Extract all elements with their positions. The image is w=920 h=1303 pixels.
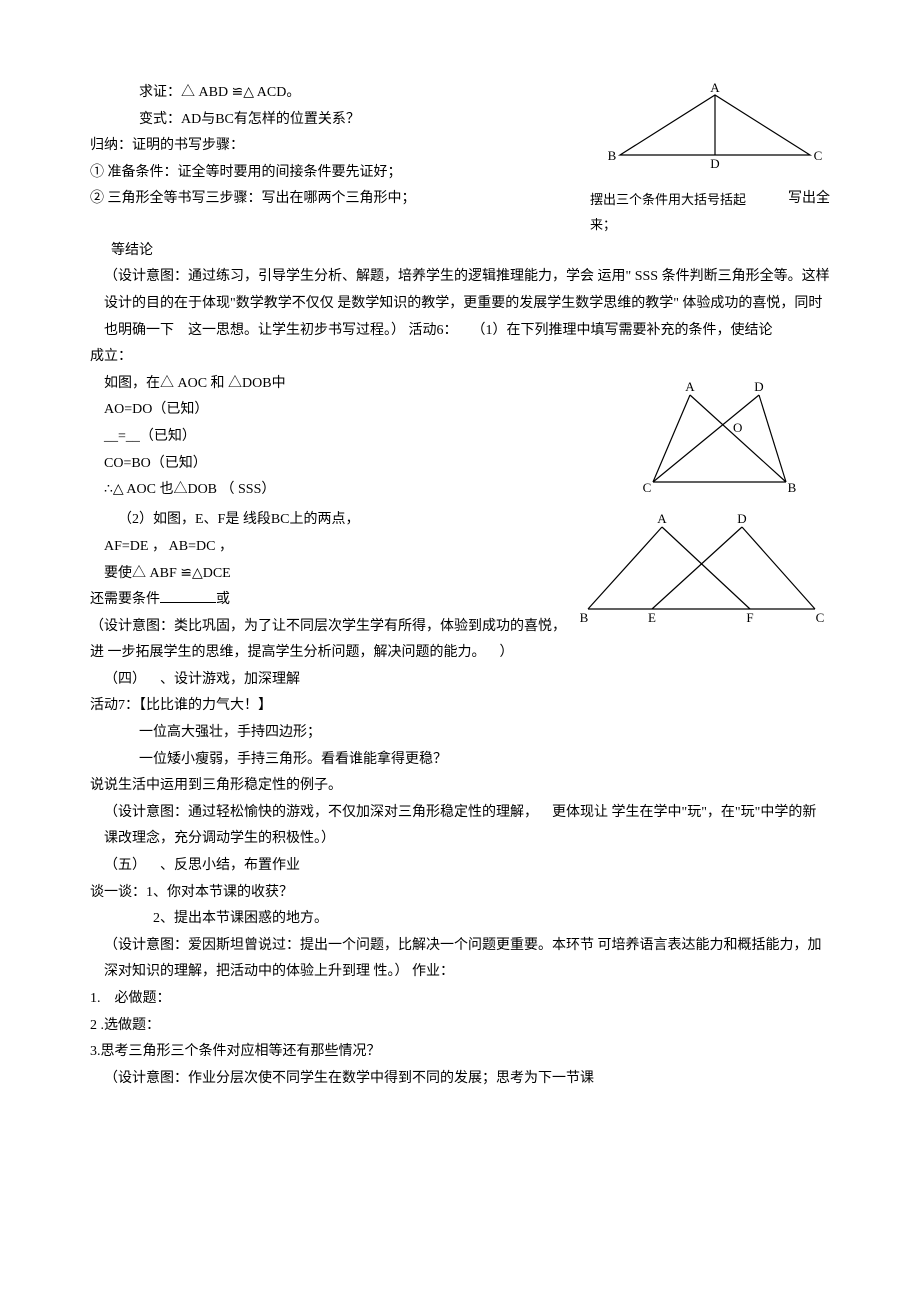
label-a: A: [710, 80, 720, 95]
need-suffix: 或: [216, 592, 230, 607]
label-c: C: [643, 480, 652, 495]
chengli: 成立：: [90, 344, 830, 371]
life-examples: 说说生活中运用到三角形稳定性的例子。: [90, 773, 830, 800]
section-five: （五） 、反思小结，布置作业: [90, 853, 830, 880]
aoc-given-1: AO=DO（已知）: [90, 397, 620, 424]
label-c: C: [814, 148, 823, 163]
part2-header: （2）如图，E、F是 线段BC上的两点，: [90, 507, 570, 534]
summary-heading: 归纳：证明的书写步骤：: [90, 133, 600, 160]
variant-line: 变式：AD与BC有怎样的位置关系？: [90, 107, 600, 134]
blank-input[interactable]: [160, 588, 216, 603]
figure-aoc-dob: A D O C B: [620, 371, 830, 508]
part2-need: 还需要条件 或: [90, 587, 570, 614]
part2-given: AF=DE ， AB=DC ，: [90, 534, 570, 561]
label-d: D: [754, 379, 763, 394]
design-intent-1: （设计意图：通过练习，引导学生分析、解题，培养学生的逻辑推理能力，学会 运用" …: [90, 264, 830, 344]
talk-1: 谈一谈：1、你对本节课的收获？: [90, 880, 830, 907]
label-b: B: [608, 148, 617, 163]
game-line-2: 一位矮小瘦弱，手持三角形。看看谁能拿得更稳？: [90, 747, 830, 774]
step-2c: 写出全: [770, 186, 830, 213]
label-a: A: [657, 511, 667, 526]
design-intent-2: （设计意图：类比巩固，为了让不同层次学生学有所得，体验到成功的喜悦，进 一步拓展…: [90, 614, 570, 667]
aoc-header: 如图，在△ AOC 和 △DOB中: [90, 371, 620, 398]
step-2b: 摆出三个条件用大括号括起来；: [590, 186, 770, 237]
section-four: （四） 、设计游戏，加深理解: [90, 667, 830, 694]
step-2-conclusion: 等结论: [90, 238, 830, 265]
label-e: E: [648, 610, 656, 625]
homework-2: 2 .选做题：: [90, 1013, 830, 1040]
need-prefix: 还需要条件: [90, 592, 160, 607]
label-b: B: [788, 480, 797, 495]
talk-2: 2、提出本节课困惑的地方。: [90, 906, 830, 933]
label-a: A: [685, 379, 695, 394]
aoc-conclusion: ∴△ AOC 也△DOB （ SSS）: [90, 477, 620, 504]
activity-7: 活动7：【比比谁的力气大！】: [90, 693, 830, 720]
game-line-1: 一位高大强壮，手持四边形；: [90, 720, 830, 747]
aoc-given-2: __=__（已知）: [90, 424, 620, 451]
figure-befc: A D B E F C: [570, 507, 830, 640]
homework-3: 3.思考三角形三个条件对应相等还有那些情况？: [90, 1039, 830, 1066]
step-1: ① 准备条件：证全等时要用的间接条件要先证好；: [90, 160, 600, 187]
label-d: D: [710, 156, 719, 170]
label-c: C: [816, 610, 825, 625]
label-b: B: [580, 610, 589, 625]
design-intent-5: （设计意图：作业分层次使不同学生在数学中得到不同的发展；思考为下一节课: [90, 1066, 830, 1093]
figure-triangle-abd-acd: A B D C: [600, 80, 830, 181]
prove-line: 求证：△ ABD ≌△ ACD。: [90, 80, 600, 107]
step-2a: ② 三角形全等书写三步骤：写出在哪两个三角形中；: [90, 186, 590, 213]
part2-goal: 要使△ ABF ≌△DCE: [90, 561, 570, 588]
design-intent-3: （设计意图：通过轻松愉快的游戏，不仅加深对三角形稳定性的理解， 更体现让 学生在…: [90, 800, 830, 853]
label-o: O: [733, 420, 742, 435]
label-f: F: [746, 610, 753, 625]
aoc-given-3: CO=BO（已知）: [90, 451, 620, 478]
homework-1: 1. 必做题：: [90, 986, 830, 1013]
label-d: D: [737, 511, 746, 526]
design-intent-4: （设计意图：爱因斯坦曾说过：提出一个问题，比解决一个问题更重要。本环节 可培养语…: [90, 933, 830, 986]
